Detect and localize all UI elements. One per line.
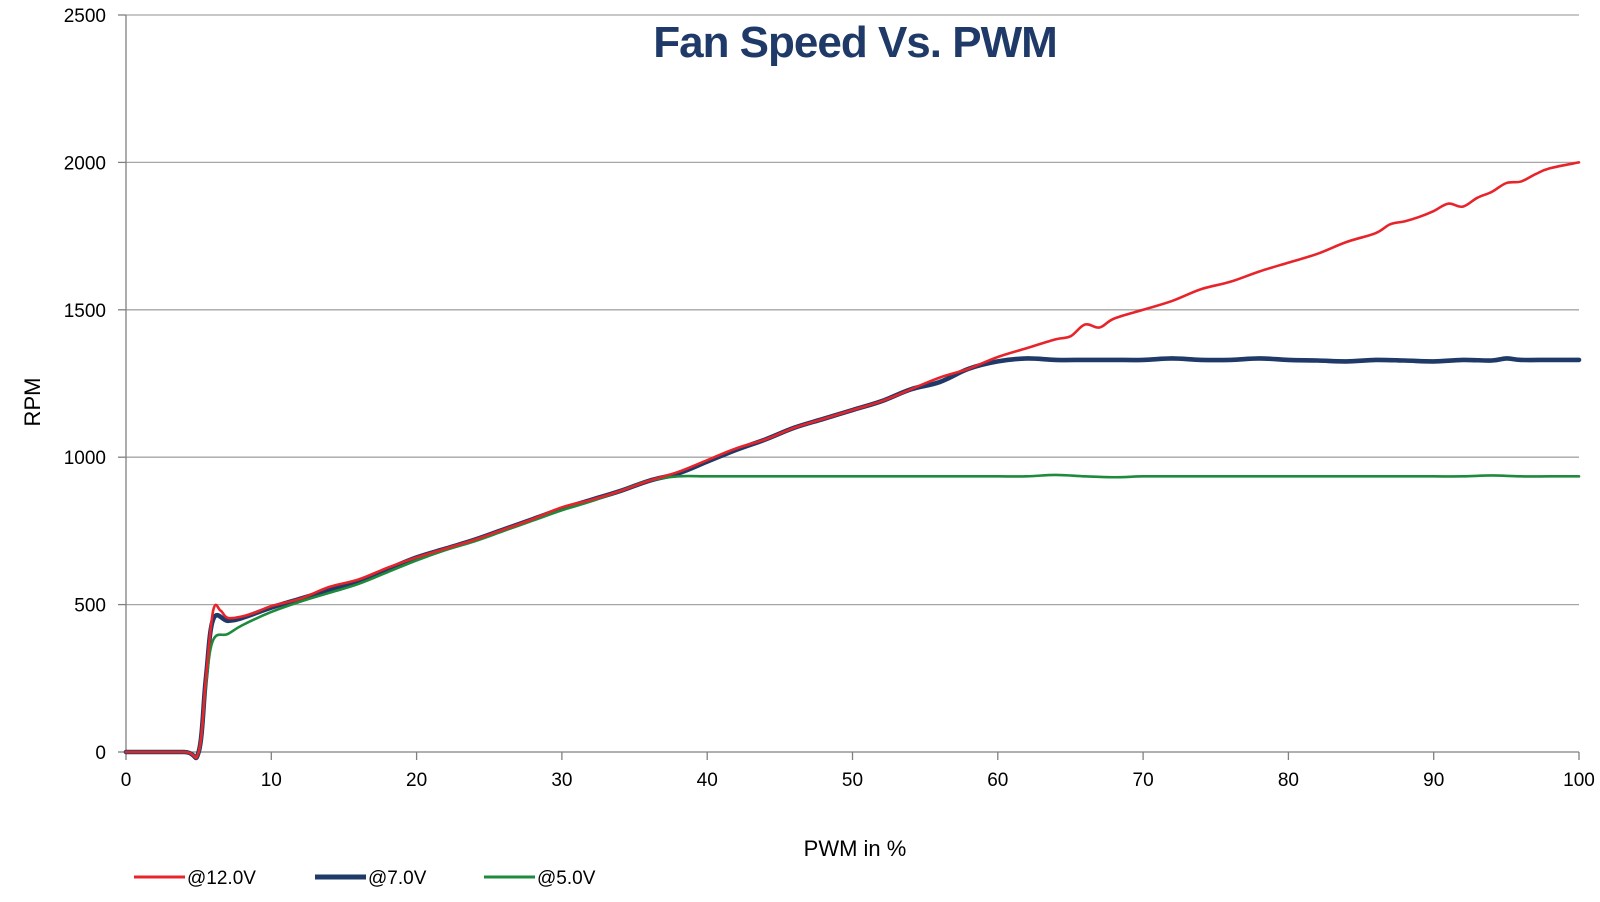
y-tick-label-2000: 2000: [64, 153, 106, 174]
x-tick-label-20: 20: [406, 770, 427, 791]
x-tick-label-40: 40: [697, 770, 718, 791]
y-tick-label-1500: 1500: [64, 301, 106, 322]
y-tick-label-2500: 2500: [64, 6, 106, 27]
series-lines: [123, 161, 1582, 761]
x-tick-label-60: 60: [987, 770, 1008, 791]
y-tick-labels: 0 500 1000 1500 2000 2500: [64, 6, 106, 764]
series-line-120v: [124, 161, 1581, 760]
x-tick-label-10: 10: [261, 770, 282, 791]
y-axis-title: RPM: [20, 378, 45, 427]
x-tick-labels: 0 10 20 30 40 50 60 70 80 90 100: [121, 770, 1595, 791]
x-tick-label-30: 30: [551, 770, 572, 791]
x-tick-label-100: 100: [1563, 770, 1595, 791]
y-tick-label-1000: 1000: [64, 448, 106, 469]
x-tick-label-0: 0: [121, 770, 132, 791]
legend: @12.0V @7.0V @5.0V: [134, 868, 596, 889]
legend-item-7v: @7.0V: [315, 868, 427, 889]
y-tick-label-0: 0: [95, 743, 106, 764]
y-tick-label-500: 500: [74, 596, 106, 617]
x-tick-label-50: 50: [842, 770, 863, 791]
legend-item-5v: @5.0V: [484, 868, 596, 889]
x-tick-label-70: 70: [1133, 770, 1154, 791]
legend-label-12v: @12.0V: [187, 868, 256, 889]
legend-item-12v: @12.0V: [134, 868, 256, 889]
series-line-50v: [124, 473, 1581, 759]
x-tick-label-80: 80: [1278, 770, 1299, 791]
chart-title: Fan Speed Vs. PWM: [653, 18, 1057, 67]
series-line-70v: [123, 356, 1582, 761]
axes: [118, 14, 1580, 760]
legend-label-7v: @7.0V: [368, 868, 427, 889]
x-tick-label-90: 90: [1423, 770, 1444, 791]
legend-label-5v: @5.0V: [537, 868, 596, 889]
grid-lines: [126, 14, 1579, 606]
x-axis-title: PWM in %: [804, 836, 907, 861]
